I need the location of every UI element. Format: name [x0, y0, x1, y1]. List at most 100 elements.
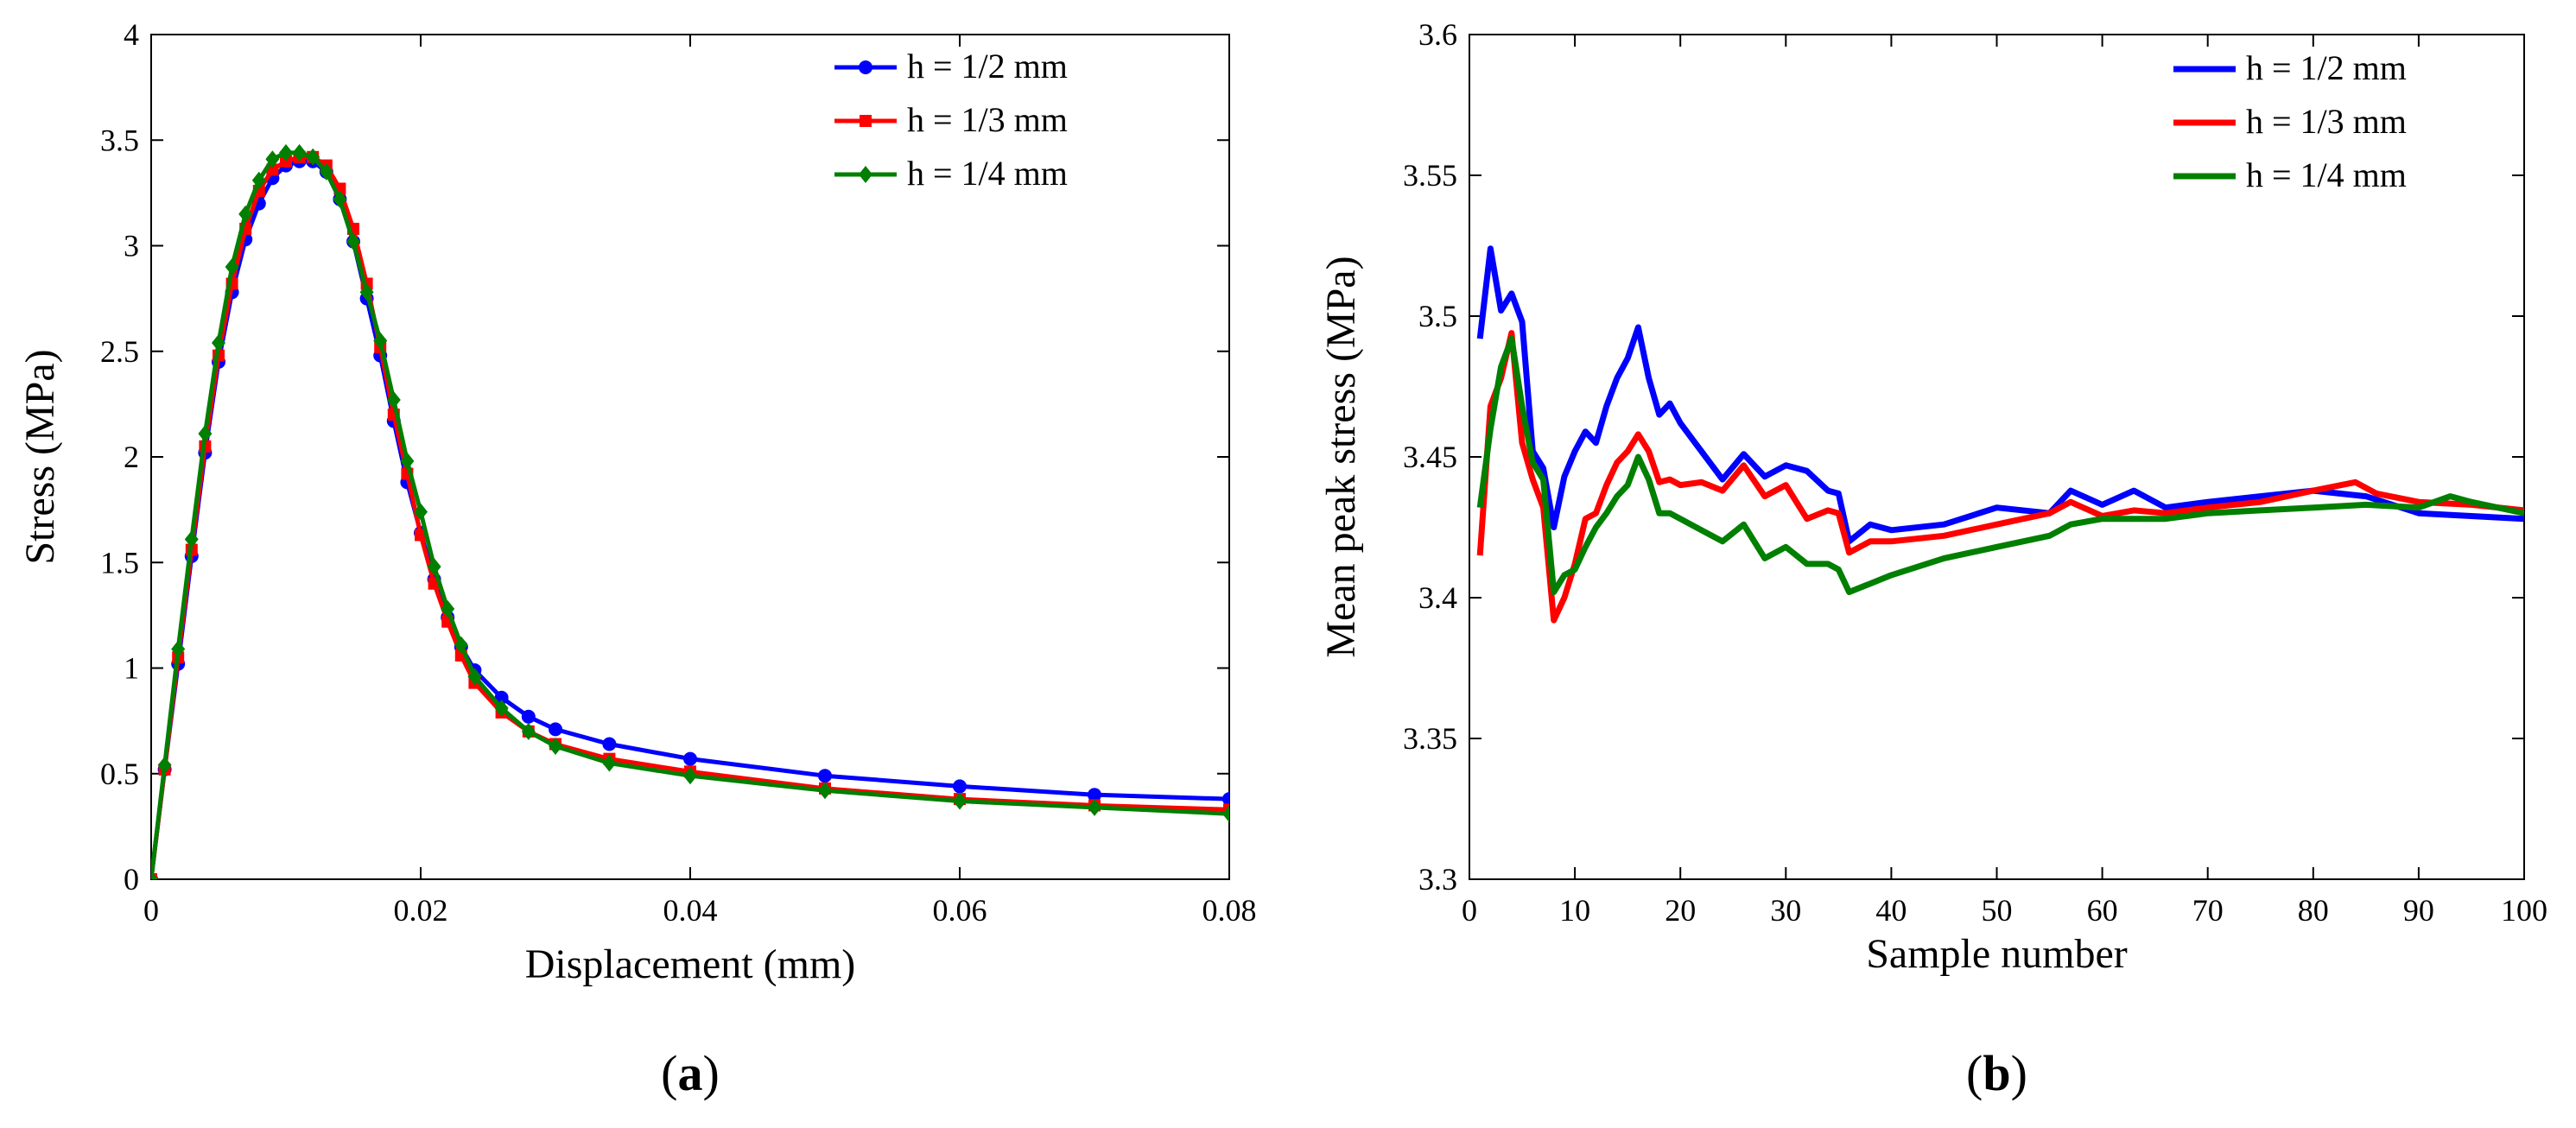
- series-line: [1476, 245, 2524, 545]
- y-tick-label: 0: [124, 862, 139, 897]
- series-3: [1476, 335, 2524, 595]
- y-tick-label: 4: [124, 17, 139, 52]
- x-tick-label: 100: [2501, 893, 2547, 928]
- legend: h = 1/2 mm h = 1/3 mm h = 1/4 mm: [2173, 48, 2407, 194]
- data-point: [400, 452, 415, 470]
- x-axis-label: Displacement (mm): [525, 941, 856, 987]
- series-3: [151, 143, 1229, 879]
- data-point: [319, 162, 333, 181]
- data-point: [1222, 805, 1229, 823]
- series-line: [1476, 335, 2524, 595]
- legend-label: h = 1/2 mm: [907, 47, 1068, 86]
- data-point: [251, 171, 266, 189]
- legend-label: h = 1/2 mm: [2246, 48, 2407, 87]
- data-point: [818, 769, 832, 783]
- data-point: [359, 283, 374, 301]
- data-point: [373, 332, 388, 350]
- data-point: [467, 668, 482, 686]
- y-tick-label: 3.45: [1403, 440, 1457, 474]
- y-tick-label: 2: [124, 440, 139, 474]
- y-tick-label: 0.5: [100, 757, 139, 791]
- x-tick-label: 0: [143, 893, 159, 928]
- data-point: [171, 640, 186, 658]
- chart-b: 0 10 20 30 40 50 60 70 80 90 100 3.3 3.35 3.4 3.45 3.5 3…: [1318, 17, 2547, 1101]
- x-tick-label: 80: [2298, 893, 2329, 928]
- x-tick-label: 0.08: [1202, 893, 1257, 928]
- y-tick-label: 3.4: [1418, 580, 1457, 615]
- data-point: [454, 636, 468, 654]
- legend-marker: [859, 166, 872, 183]
- y-tick-label: 3.5: [100, 123, 139, 157]
- x-tick-label: 70: [2192, 893, 2224, 928]
- series-line: [1476, 330, 2524, 624]
- data-point: [157, 756, 172, 774]
- panel-label: (b): [1966, 1045, 2027, 1101]
- data-point: [198, 425, 213, 443]
- data-point: [818, 782, 832, 800]
- data-point: [521, 709, 536, 724]
- data-point: [549, 722, 562, 737]
- data-point: [265, 150, 280, 168]
- x-tick-label: 60: [2087, 893, 2118, 928]
- y-tick-label: 2.5: [100, 334, 139, 369]
- data-point: [184, 530, 199, 548]
- data-point: [212, 333, 225, 352]
- data-point: [521, 722, 536, 740]
- data-point: [306, 148, 320, 166]
- x-tick-label: 40: [1875, 893, 1907, 928]
- series-line: [151, 150, 1229, 879]
- y-tick-label: 1: [124, 651, 139, 686]
- data-point: [427, 558, 441, 576]
- y-axis-label: Mean peak stress (MPa): [1318, 256, 1364, 657]
- y-tick-label: 3.5: [1418, 299, 1457, 333]
- data-point: [333, 190, 347, 208]
- y-tick-label: 3.6: [1418, 17, 1457, 52]
- data-point: [292, 143, 307, 162]
- series-2: [1476, 330, 2524, 624]
- data-point: [1088, 788, 1101, 802]
- y-tick-label: 3.3: [1418, 862, 1457, 897]
- legend-marker: [859, 60, 872, 74]
- y-tick-label: 3.55: [1403, 158, 1457, 193]
- data-point: [279, 143, 293, 162]
- data-point: [953, 779, 967, 794]
- x-tick-label: 90: [2403, 893, 2434, 928]
- data-point: [1222, 792, 1229, 807]
- panel-label: (a): [661, 1045, 720, 1101]
- panel-letter: a: [678, 1045, 703, 1101]
- data-point: [602, 754, 617, 772]
- data-point: [386, 390, 401, 409]
- data-point: [549, 737, 562, 755]
- data-point: [441, 600, 455, 618]
- legend-label: h = 1/4 mm: [2246, 155, 2407, 194]
- x-tick-label: 0.02: [394, 893, 448, 928]
- series-1: [1476, 245, 2524, 545]
- x-tick-label: 10: [1559, 893, 1590, 928]
- legend-marker: [860, 115, 872, 127]
- data-point: [238, 205, 253, 223]
- legend-label: h = 1/3 mm: [907, 100, 1068, 139]
- data-point: [602, 737, 617, 751]
- data-point: [225, 257, 239, 276]
- x-axis-label: Sample number: [1866, 931, 2128, 977]
- y-tick-label: 3: [124, 229, 139, 263]
- data-point: [953, 792, 967, 810]
- x-tick-label: 0: [1462, 893, 1477, 928]
- panel-letter: b: [1983, 1045, 2010, 1101]
- y-tick-label: 1.5: [100, 545, 139, 580]
- x-tick-label: 0.06: [933, 893, 987, 928]
- x-tick-label: 0.04: [663, 893, 718, 928]
- x-tick-label: 30: [1770, 893, 1801, 928]
- chart-a: 0 0.02 0.04 0.06 0.08 0 0.5 1 1.5 2 2.5 3 3.5 4 Displa…: [17, 17, 1257, 1101]
- data-point: [494, 699, 509, 717]
- data-point: [1088, 798, 1101, 816]
- data-point: [414, 503, 428, 521]
- x-tick-label: 20: [1665, 893, 1696, 928]
- legend-label: h = 1/3 mm: [2246, 102, 2407, 141]
- data-point: [683, 751, 697, 766]
- data-point: [346, 232, 360, 250]
- data-point: [151, 871, 158, 879]
- y-axis-label: Stress (MPa): [17, 349, 63, 564]
- legend-label: h = 1/4 mm: [907, 154, 1068, 193]
